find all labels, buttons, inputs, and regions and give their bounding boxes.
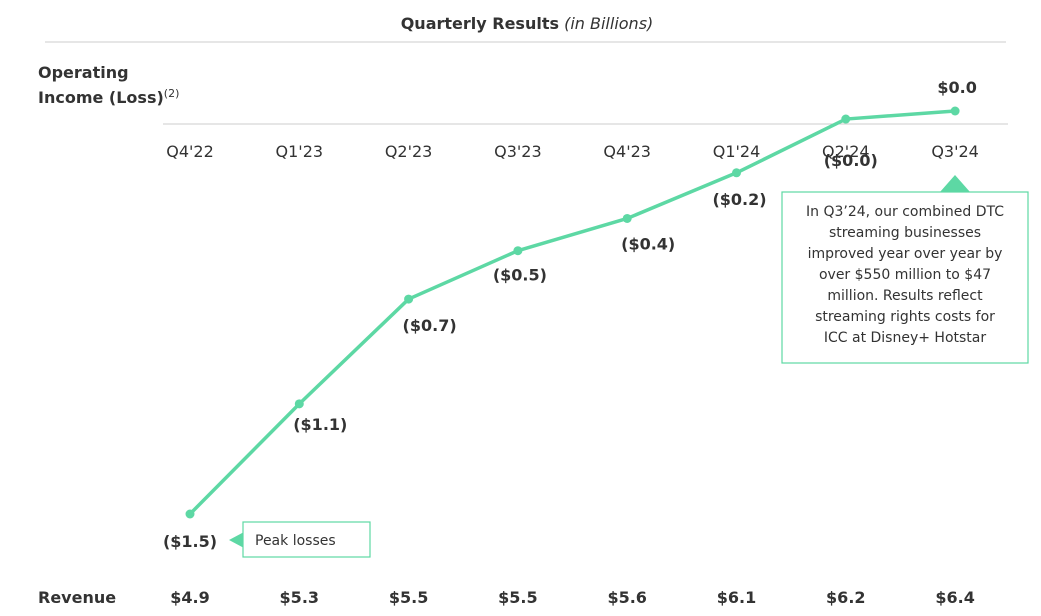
revenue-label: Revenue xyxy=(38,588,116,607)
data-point xyxy=(732,168,741,178)
chart-title-note: (in Billions) xyxy=(564,14,653,33)
q3-callout-box xyxy=(781,191,1029,364)
category-label: Q2'23 xyxy=(385,142,433,161)
revenue-value: $5.3 xyxy=(280,588,319,607)
category-label: Q2'24 xyxy=(822,142,870,161)
category-label: Q4'23 xyxy=(603,142,651,161)
value-label: ($0.7) xyxy=(403,316,457,335)
revenue-value: $4.9 xyxy=(170,588,209,607)
peak-callout-text: Peak losses xyxy=(255,533,336,549)
q3-callout-line: improved year over year by xyxy=(808,246,1003,262)
q3-callout-arrow xyxy=(940,175,970,192)
category-label: Q1'24 xyxy=(713,142,761,161)
series-line xyxy=(188,109,957,516)
value-label: ($0.0) xyxy=(824,151,878,170)
operating-label-line2: Income (Loss)(2) xyxy=(38,87,179,107)
revenue-value: $5.5 xyxy=(498,588,537,607)
category-labels: Q4'22 Q1'23 Q2'23 Q3'23 Q4'23 Q1'24 Q2'24 Q3'24 xyxy=(166,142,979,161)
revenue-value: $5.5 xyxy=(389,588,428,607)
value-label: ($0.2) xyxy=(712,190,766,209)
category-label: Q3'23 xyxy=(494,142,542,161)
chart-title-main: Quarterly Results xyxy=(401,14,559,33)
data-point xyxy=(513,246,523,256)
data-point xyxy=(950,106,960,116)
chart-title: Quarterly Results (in Billions) xyxy=(401,14,654,33)
peak-losses-callout: Peak losses xyxy=(229,521,371,558)
operating-footnote: (2) xyxy=(164,87,180,100)
revenue-value: $6.2 xyxy=(826,588,865,607)
revenue-value: $5.6 xyxy=(607,588,646,607)
q3-callout-line: ICC at Disney+ Hotstar xyxy=(824,330,987,346)
peak-callout-box xyxy=(242,521,371,558)
peak-callout-arrow xyxy=(229,532,244,548)
category-label: Q1'23 xyxy=(276,142,324,161)
value-label: ($1.5) xyxy=(163,532,217,551)
data-point xyxy=(622,213,632,223)
q3-callout-line: streaming rights costs for xyxy=(815,309,995,325)
q3-callout-line: million. Results reflect xyxy=(827,288,983,304)
revenue-values: $4.9 $5.3 $5.5 $5.5 $5.6 $6.1 $6.2 $6.4 xyxy=(170,588,975,607)
data-point xyxy=(185,509,195,519)
value-label: ($1.1) xyxy=(293,415,347,434)
category-label: Q4'22 xyxy=(166,142,214,161)
data-point xyxy=(404,294,414,304)
value-label: ($0.5) xyxy=(493,266,547,285)
data-point xyxy=(294,399,304,409)
operating-label-line1: Operating xyxy=(38,63,129,82)
q3-callout-text: In Q3’24, our combined DTC streaming busi… xyxy=(806,204,1004,346)
q3-callout: In Q3’24, our combined DTC streaming busi… xyxy=(781,175,1029,364)
value-label: ($0.4) xyxy=(621,234,675,253)
category-label: Q3'24 xyxy=(931,142,979,161)
revenue-value: $6.1 xyxy=(717,588,756,607)
value-label: $0.0 xyxy=(937,78,976,97)
q3-callout-line: streaming businesses xyxy=(829,225,981,241)
data-point xyxy=(841,114,851,124)
value-labels: ($1.5) ($1.1) ($0.7) ($0.5) ($0.4) ($0.2) ($0.… xyxy=(163,78,977,551)
q3-callout-line: over $550 million to $47 xyxy=(819,267,991,283)
operating-label-text: Income (Loss) xyxy=(38,88,164,107)
revenue-value: $6.4 xyxy=(935,588,974,607)
q3-callout-line: In Q3’24, our combined DTC xyxy=(806,204,1004,220)
data-points xyxy=(185,106,960,519)
series-line-layer xyxy=(188,109,957,516)
